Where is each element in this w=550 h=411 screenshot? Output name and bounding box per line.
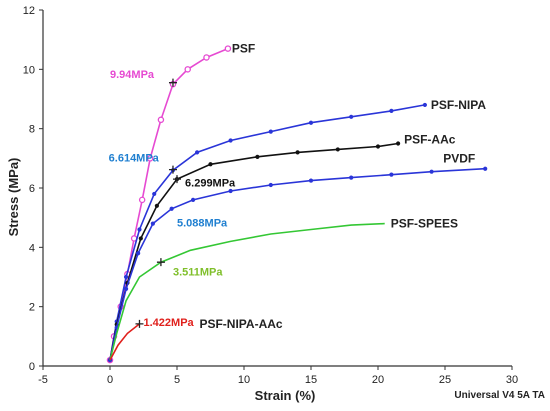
- data-point: [224, 45, 232, 52]
- x-tick-label: 25: [439, 374, 451, 386]
- data-point: [137, 227, 142, 232]
- data-point: [349, 114, 354, 119]
- series-end-label: PSF-NIPA: [431, 98, 486, 112]
- break-marker: [168, 78, 177, 87]
- data-point: [349, 175, 354, 180]
- y-tick-label: 12: [23, 5, 35, 17]
- y-tick-label: 8: [29, 124, 35, 136]
- data-point: [389, 172, 394, 177]
- series-psf-nipa-aac: 1.422MPa PSF-NIPA-AAc: [109, 317, 283, 361]
- series-end-label: PSF: [232, 42, 255, 56]
- series-end-label: PSF-NIPA-AAc: [199, 317, 282, 331]
- x-tick-label: 10: [238, 374, 250, 386]
- series-line: [109, 323, 140, 361]
- data-point: [308, 120, 314, 125]
- footer-text: Universal V4 5A TA: [454, 390, 545, 401]
- data-point: [268, 129, 273, 134]
- break-stress-label: 5.088MPa: [177, 218, 228, 230]
- series-layer: 9.94MPa PSF 6.614MPa PSF-NIPA 6.299MPa PSF-AA…: [106, 42, 488, 364]
- y-tick-label: 4: [29, 242, 35, 254]
- break-stress-label: 6.614MPa: [109, 152, 160, 164]
- data-point: [228, 138, 233, 143]
- data-point: [184, 66, 191, 73]
- x-tick-label: 20: [372, 374, 384, 386]
- x-tick-label: 30: [506, 374, 518, 386]
- y-tick-label: 10: [23, 64, 35, 76]
- data-point: [375, 144, 381, 149]
- x-tick-label: 15: [305, 374, 317, 386]
- y-axis-title: Stress (MPa): [6, 158, 21, 237]
- break-marker: [156, 258, 165, 267]
- data-point: [154, 203, 159, 208]
- data-point: [335, 147, 340, 152]
- data-point: [150, 221, 155, 226]
- y-ticks: 0 2 4 6 8 10 12: [23, 5, 43, 373]
- x-axis-title: Strain (%): [255, 388, 316, 403]
- data-point: [136, 251, 141, 256]
- series-pvdf: 5.088MPa PVDF: [107, 152, 488, 363]
- break-marker: [173, 175, 181, 184]
- data-point: [157, 116, 165, 124]
- data-point: [152, 191, 157, 197]
- data-point: [483, 166, 488, 171]
- series-psf-nipa: 6.614MPa PSF-NIPA: [107, 98, 486, 363]
- x-tick-label: 5: [174, 374, 180, 386]
- data-point: [169, 206, 174, 211]
- series-end-label: PSF-AAc: [404, 133, 456, 147]
- data-point: [123, 274, 129, 280]
- data-point: [295, 150, 300, 155]
- data-point: [146, 155, 154, 162]
- data-point: [429, 169, 434, 174]
- break-marker: [135, 319, 144, 328]
- break-stress-label: 6.299MPa: [185, 178, 236, 190]
- data-point: [203, 54, 210, 61]
- data-point: [195, 150, 200, 155]
- data-point: [389, 108, 394, 113]
- data-point: [138, 196, 146, 204]
- y-tick-label: 6: [29, 183, 35, 195]
- series-end-label: PVDF: [443, 152, 475, 166]
- data-point: [228, 188, 233, 194]
- data-point: [123, 286, 129, 291]
- series-line: [109, 222, 385, 361]
- x-tick-label: 0: [107, 374, 113, 386]
- y-tick-label: 2: [29, 302, 35, 314]
- series-psf: 9.94MPa PSF: [106, 42, 255, 364]
- x-tick-label: -5: [38, 374, 48, 386]
- data-point: [308, 178, 314, 183]
- data-point: [138, 236, 143, 241]
- x-ticks: -5 0 5 10 15 20 25 30: [38, 366, 518, 386]
- break-stress-label: 3.511MPa: [173, 267, 223, 279]
- data-point: [255, 154, 260, 159]
- series-line: [109, 167, 486, 361]
- series-end-label: PSF-SPEES: [391, 217, 458, 231]
- break-marker: [168, 165, 177, 174]
- data-point: [268, 182, 273, 188]
- break-stress-label: 1.422MPa: [144, 317, 195, 329]
- data-point: [422, 102, 427, 108]
- break-stress-label: 9.94MPa: [110, 69, 155, 81]
- data-point: [208, 162, 213, 167]
- y-tick-label: 0: [29, 361, 35, 373]
- series-line: [109, 47, 229, 361]
- data-point: [396, 141, 401, 146]
- data-point: [190, 197, 196, 202]
- series-psf-spees: 3.511MPa PSF-SPEES: [109, 217, 458, 361]
